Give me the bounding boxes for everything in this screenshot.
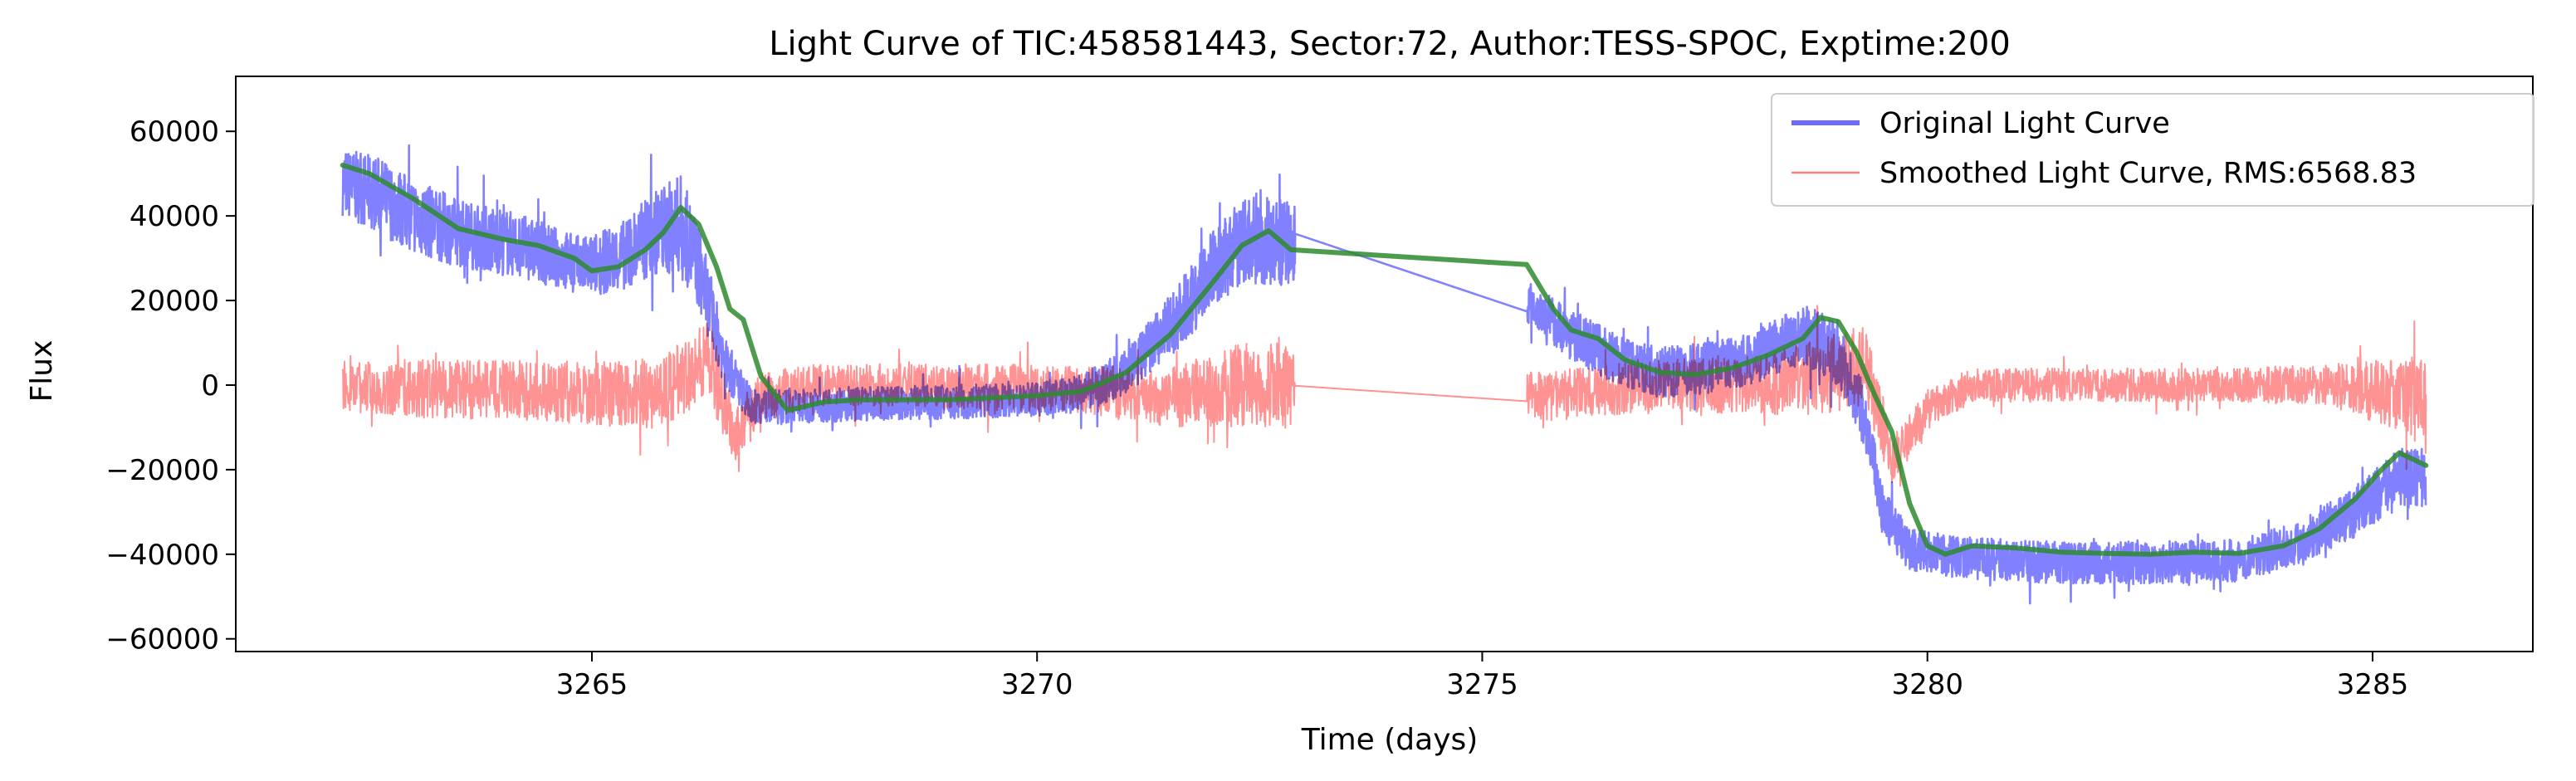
legend-frame <box>1771 93 2534 207</box>
x-tick-label: 3270 <box>1001 668 1073 701</box>
y-tick-label: 60000 <box>130 115 219 149</box>
plot-frame <box>235 76 2534 652</box>
legend-label-original: Original Light Curve <box>1879 107 2170 140</box>
chart-title: Light Curve of TIC:458581443, Sector:72,… <box>769 25 2011 63</box>
x-axis-label: Time (days) <box>1301 723 1479 757</box>
series-trend-line <box>340 163 2429 557</box>
x-tick-label: 3285 <box>2337 668 2409 701</box>
plot-area-clip <box>340 144 2429 605</box>
y-tick-label: −40000 <box>105 539 219 572</box>
legend: Original Light Curve Smoothed Light Curv… <box>1771 93 2534 207</box>
series-smoothed-light-curve <box>341 305 2427 487</box>
x-tick-label: 3275 <box>1446 668 1518 701</box>
x-tick-label: 3280 <box>1891 668 1963 701</box>
plot-data <box>340 144 2429 605</box>
y-tick-label: 20000 <box>130 285 219 318</box>
y-tick-label: 40000 <box>130 200 219 233</box>
series-original-light-curve <box>341 144 2427 605</box>
plot-axes: 3265 3270 3275 3280 3285 −60000 −40000 −20000 0 2… <box>105 76 2534 701</box>
y-tick-label: −60000 <box>105 623 219 657</box>
x-tick-label: 3265 <box>556 668 628 701</box>
legend-label-smoothed: Smoothed Light Curve, RMS:6568.83 <box>1879 157 2417 190</box>
y-tick-label: 0 <box>201 369 219 403</box>
y-axis-label: Flux <box>25 340 59 403</box>
y-tick-label: −20000 <box>105 454 219 487</box>
